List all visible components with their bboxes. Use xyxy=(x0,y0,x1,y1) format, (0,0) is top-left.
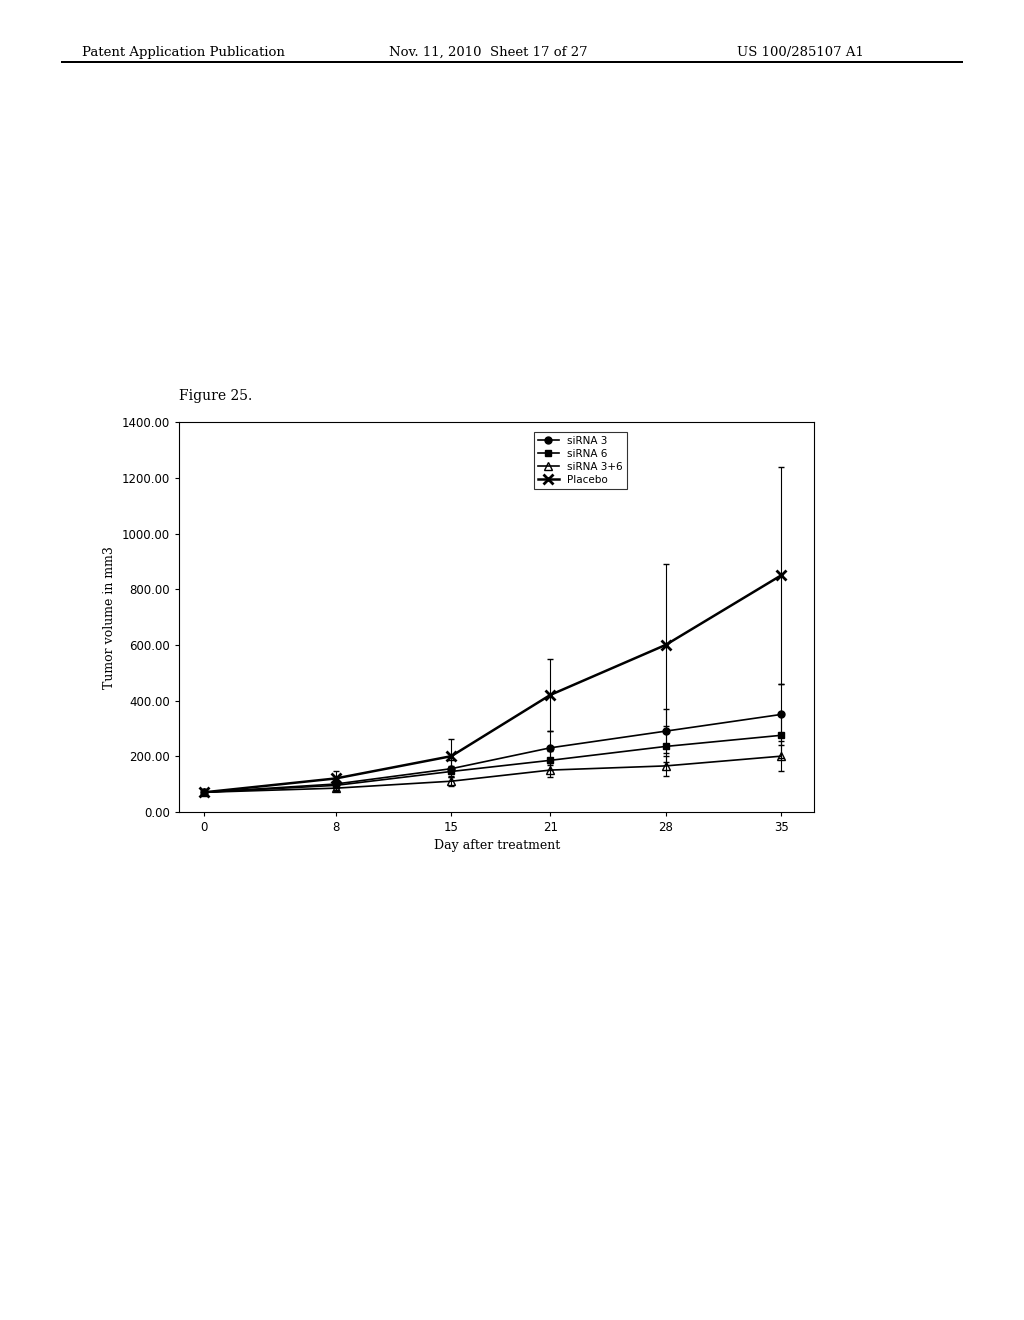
siRNA 3 xyxy=(775,706,787,722)
siRNA 6 xyxy=(659,738,672,754)
siRNA 3+6 xyxy=(659,758,672,774)
Line: siRNA 6: siRNA 6 xyxy=(201,731,784,796)
siRNA 3+6 xyxy=(775,748,787,764)
siRNA 6 xyxy=(544,752,556,768)
Placebo xyxy=(330,771,342,787)
siRNA 6 xyxy=(330,777,342,793)
X-axis label: Day after treatment: Day after treatment xyxy=(433,840,560,853)
siRNA 3 xyxy=(445,760,458,776)
Placebo xyxy=(775,568,787,583)
Placebo xyxy=(198,784,210,800)
siRNA 3+6 xyxy=(330,780,342,796)
Text: US 100/285107 A1: US 100/285107 A1 xyxy=(737,46,864,59)
Placebo xyxy=(544,686,556,702)
siRNA 6 xyxy=(198,784,210,800)
Line: Placebo: Placebo xyxy=(199,570,786,797)
Text: Figure 25.: Figure 25. xyxy=(179,388,253,403)
Line: siRNA 3+6: siRNA 3+6 xyxy=(200,752,785,796)
Legend: siRNA 3, siRNA 6, siRNA 3+6, Placebo: siRNA 3, siRNA 6, siRNA 3+6, Placebo xyxy=(534,432,627,490)
Y-axis label: Tumor volume in mm3: Tumor volume in mm3 xyxy=(103,545,117,689)
siRNA 6 xyxy=(775,727,787,743)
Line: siRNA 3: siRNA 3 xyxy=(201,711,784,796)
Placebo xyxy=(445,748,458,764)
siRNA 6 xyxy=(445,763,458,779)
siRNA 3+6 xyxy=(445,774,458,789)
Placebo xyxy=(659,638,672,653)
siRNA 3 xyxy=(330,776,342,792)
siRNA 3 xyxy=(198,784,210,800)
Text: Nov. 11, 2010  Sheet 17 of 27: Nov. 11, 2010 Sheet 17 of 27 xyxy=(389,46,588,59)
siRNA 3+6 xyxy=(544,762,556,777)
siRNA 3 xyxy=(544,741,556,756)
siRNA 3 xyxy=(659,723,672,739)
Text: Patent Application Publication: Patent Application Publication xyxy=(82,46,285,59)
siRNA 3+6 xyxy=(198,784,210,800)
